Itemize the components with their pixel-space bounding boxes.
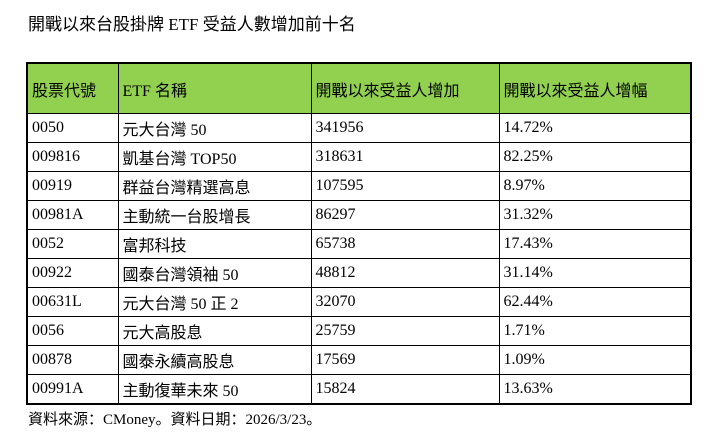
cell-etf-name: 凱基台灣 TOP50 <box>117 142 312 172</box>
cell-beneficiary-increase: 86297 <box>310 200 500 230</box>
cell-beneficiary-increase-pct: 31.14% <box>498 258 692 288</box>
cell-beneficiary-increase-pct: 31.32% <box>498 200 692 230</box>
cell-etf-name: 國泰台灣領袖 50 <box>117 258 312 288</box>
cell-beneficiary-increase-pct: 1.71% <box>498 316 692 346</box>
cell-etf-name: 國泰永續高股息 <box>117 345 312 375</box>
column-header-beneficiary-increase: 開戰以來受益人增加 <box>310 62 500 114</box>
cell-beneficiary-increase-pct: 13.63% <box>498 374 692 405</box>
table-row: 00981A 主動統一台股增長 86297 31.32% <box>26 200 692 230</box>
table-title: 開戰以來台股掛牌 ETF 受益人數增加前十名 <box>28 15 356 34</box>
etf-beneficiary-table: 股票代號 ETF 名稱 開戰以來受益人增加 開戰以來受益人增幅 0050 元大台灣 50… <box>26 62 692 405</box>
cell-stock-code: 0052 <box>26 229 119 259</box>
cell-stock-code: 009816 <box>26 142 119 172</box>
cell-stock-code: 0056 <box>26 316 119 346</box>
cell-stock-code: 00631L <box>26 287 119 317</box>
cell-beneficiary-increase-pct: 8.97% <box>498 171 692 201</box>
cell-stock-code: 00922 <box>26 258 119 288</box>
cell-beneficiary-increase: 341956 <box>310 113 500 143</box>
cell-beneficiary-increase-pct: 82.25% <box>498 142 692 172</box>
table-row: 0056 元大高股息 25759 1.71% <box>26 316 692 346</box>
cell-beneficiary-increase: 48812 <box>310 258 500 288</box>
cell-etf-name: 群益台灣精選高息 <box>117 171 312 201</box>
table-row: 0050 元大台灣 50 341956 14.72% <box>26 113 692 143</box>
column-header-etf-name: ETF 名稱 <box>117 62 312 114</box>
cell-stock-code: 00981A <box>26 200 119 230</box>
table-row: 00631L 元大台灣 50 正 2 32070 62.44% <box>26 287 692 317</box>
cell-etf-name: 主動統一台股增長 <box>117 200 312 230</box>
cell-stock-code: 00991A <box>26 374 119 405</box>
cell-stock-code: 00878 <box>26 345 119 375</box>
cell-beneficiary-increase: 32070 <box>310 287 500 317</box>
cell-etf-name: 元大台灣 50 <box>117 113 312 143</box>
cell-stock-code: 00919 <box>26 171 119 201</box>
cell-etf-name: 元大台灣 50 正 2 <box>117 287 312 317</box>
cell-beneficiary-increase: 107595 <box>310 171 500 201</box>
cell-beneficiary-increase-pct: 1.09% <box>498 345 692 375</box>
source-note: 資料來源：CMoney。資料日期：2026/3/23。 <box>28 412 322 428</box>
table-body: 0050 元大台灣 50 341956 14.72% 009816 凱基台灣 TOP50 3… <box>26 113 692 405</box>
cell-beneficiary-increase-pct: 17.43% <box>498 229 692 259</box>
header-row: 股票代號 ETF 名稱 開戰以來受益人增加 開戰以來受益人增幅 <box>26 62 692 114</box>
cell-etf-name: 富邦科技 <box>117 229 312 259</box>
cell-beneficiary-increase: 25759 <box>310 316 500 346</box>
cell-beneficiary-increase: 65738 <box>310 229 500 259</box>
table-row: 00878 國泰永續高股息 17569 1.09% <box>26 345 692 375</box>
cell-beneficiary-increase-pct: 14.72% <box>498 113 692 143</box>
cell-stock-code: 0050 <box>26 113 119 143</box>
cell-etf-name: 主動復華未來 50 <box>117 374 312 405</box>
table-row: 00919 群益台灣精選高息 107595 8.97% <box>26 171 692 201</box>
cell-beneficiary-increase: 17569 <box>310 345 500 375</box>
table-row: 0052 富邦科技 65738 17.43% <box>26 229 692 259</box>
cell-beneficiary-increase-pct: 62.44% <box>498 287 692 317</box>
cell-beneficiary-increase: 15824 <box>310 374 500 405</box>
table-row: 009816 凱基台灣 TOP50 318631 82.25% <box>26 142 692 172</box>
table-header: 股票代號 ETF 名稱 開戰以來受益人增加 開戰以來受益人增幅 <box>26 62 692 114</box>
column-header-stock-code: 股票代號 <box>26 62 119 114</box>
table-row: 00922 國泰台灣領袖 50 48812 31.14% <box>26 258 692 288</box>
column-header-beneficiary-increase-pct: 開戰以來受益人增幅 <box>498 62 692 114</box>
cell-beneficiary-increase: 318631 <box>310 142 500 172</box>
table-row: 00991A 主動復華未來 50 15824 13.63% <box>26 374 692 405</box>
cell-etf-name: 元大高股息 <box>117 316 312 346</box>
